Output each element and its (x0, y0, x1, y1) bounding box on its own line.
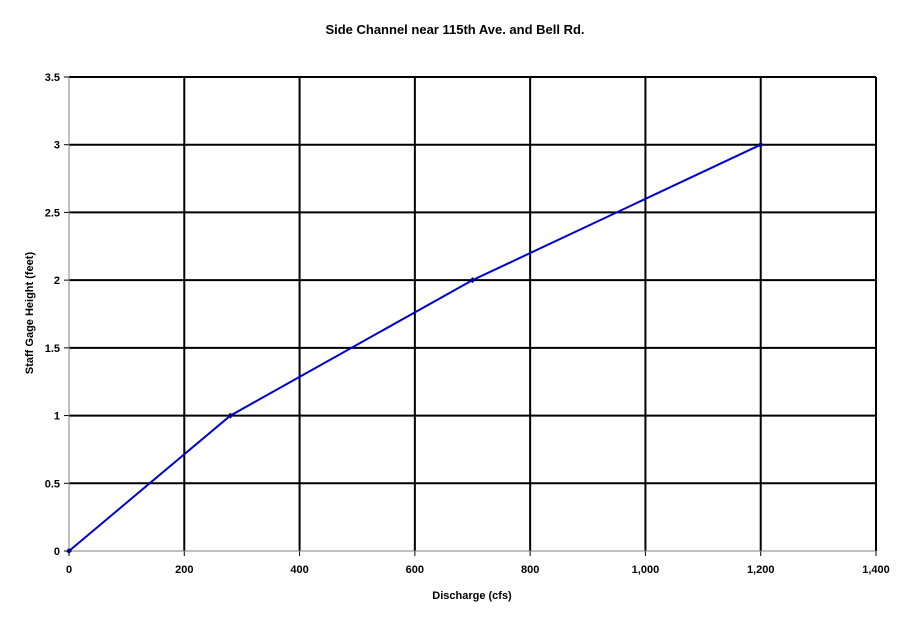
x-tick-label: 1,400 (862, 564, 890, 576)
y-tick-label: 2.5 (45, 207, 60, 219)
y-tick-label: 2 (54, 275, 60, 287)
x-tick-label: 0 (66, 564, 72, 576)
y-tick-label: 3 (54, 140, 60, 152)
x-tick-label: 200 (175, 564, 193, 576)
y-tick-label: 1.5 (45, 343, 60, 355)
x-tick-label: 600 (406, 564, 424, 576)
y-axis-label: Staff Gage Height (feet) (24, 252, 36, 375)
y-tick-label: 1 (54, 411, 60, 423)
x-axis-label: Discharge (cfs) (432, 590, 512, 602)
tick-labels: 0 200 400 600 800 1,000 1,200 1,400 0 0.5 1 1.5 2 2.5… (45, 72, 890, 576)
grid-lines (69, 76, 877, 551)
x-tick-label: 1,000 (632, 564, 660, 576)
y-tick-label: 3.5 (45, 72, 60, 84)
data-point (227, 412, 234, 419)
data-point (66, 548, 72, 554)
x-tick-label: 400 (290, 564, 308, 576)
x-tick-label: 800 (521, 564, 539, 576)
chart-title: Side Channel near 115th Ave. and Bell Rd… (325, 22, 585, 37)
data-point (757, 141, 764, 148)
series-line (68, 143, 762, 552)
x-tick-label: 1,200 (747, 564, 775, 576)
y-tick-label: 0 (54, 546, 60, 558)
data-point (469, 277, 476, 284)
series-layer (66, 141, 764, 554)
y-tick-label: 0.5 (45, 478, 60, 490)
